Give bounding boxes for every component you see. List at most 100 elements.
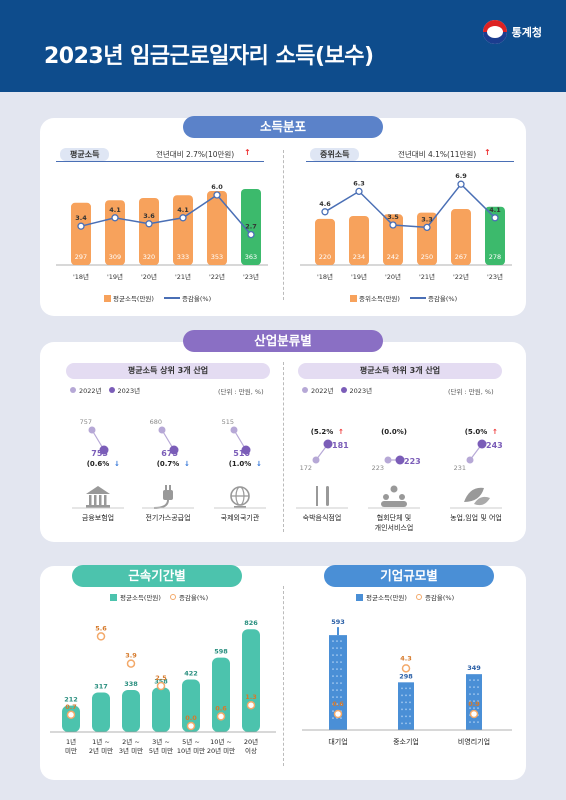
rate-label: (0.0%)	[381, 428, 407, 436]
firm-size-chart: 593 0.6 대기업 298 4.3 중소기업 349 0.9 비영리기업	[302, 618, 512, 746]
rate-label: 4.1	[109, 206, 121, 214]
x-tick-label: 2년 미만	[89, 746, 113, 755]
dot-2022	[384, 456, 392, 464]
x-tick-label: '21년	[419, 272, 435, 281]
value-2023-label: 223	[404, 457, 421, 466]
industry-chart: 757 753 (0.6% ↓ 금융보험업 680 675 (0.7% ↓ 전기가스공급업 515 5…	[72, 418, 503, 532]
median-income-chart: 220 '18년 234 '19년 242 '20년 250 '21년 267 '22년 278 '2…	[300, 172, 512, 281]
bank-icon	[86, 486, 110, 508]
x-tick-label: 5년 ~	[182, 737, 200, 746]
top-legend: 2022년 2023년	[70, 385, 140, 395]
legend-2023: 2023년	[349, 387, 373, 395]
tenure-legend: 평균소득(만원) 증감율(%)	[110, 592, 208, 602]
legend-line-swatch	[163, 297, 180, 299]
building-antenna	[337, 627, 339, 636]
median-header: 중위소득 전년대비 4.1%(11만원) ↑	[306, 148, 514, 162]
dot-2022	[88, 426, 96, 434]
value-2022-label: 223	[372, 464, 384, 472]
value-2022-label: 231	[454, 464, 466, 472]
bar-value-label: 317	[94, 683, 108, 691]
rate-point	[491, 214, 499, 222]
header: 2023년 임금근로일자리 소득(보수) 통계청	[0, 0, 566, 92]
x-tick-label: 3년 ~	[152, 737, 170, 746]
bar-value-label: 234	[353, 253, 365, 261]
org-logo: 통계청	[482, 20, 542, 44]
legend-rate: 증감율(%)	[181, 295, 212, 303]
x-tick-label: 중소기업	[393, 737, 419, 746]
rate-point	[247, 230, 255, 239]
bar-value-label: 278	[489, 253, 501, 261]
dot-2023	[477, 439, 487, 449]
x-tick-label: '18년	[317, 272, 333, 281]
legend-line-swatch	[409, 297, 426, 299]
bar	[92, 692, 110, 732]
legend-ring-swatch	[169, 594, 176, 600]
globe-icon	[230, 486, 250, 508]
mean-up-arrow-icon: ↑	[244, 148, 251, 157]
value-2023-label: 181	[332, 441, 349, 450]
bar	[207, 191, 227, 265]
leaf-icon	[464, 487, 490, 506]
value-2023-label: 243	[486, 441, 503, 450]
rate-point	[179, 214, 187, 222]
legend-2023-dot	[340, 387, 347, 393]
x-tick-label: 20년 미만	[207, 746, 235, 755]
x-tick-label: '22년	[453, 272, 469, 281]
mean-header: 평균소득 전년대비 2.7%(10만원) ↑	[56, 148, 264, 162]
bar	[182, 679, 200, 732]
bar-value-label: 422	[184, 669, 198, 677]
bar	[71, 202, 91, 265]
bar-value-label: 297	[75, 253, 87, 261]
rate-label: (5.2%	[311, 428, 334, 436]
industry-label: 개인서비스업	[375, 523, 414, 532]
bar	[451, 209, 471, 265]
industry-section-title: 산업분류별	[183, 330, 383, 352]
rate-label: 3.9	[125, 652, 137, 660]
rate-label: 2.5	[155, 674, 167, 682]
rate-point	[213, 191, 221, 199]
rate-label: 2.7	[245, 223, 257, 231]
bar	[349, 215, 369, 265]
bar	[173, 195, 193, 265]
bar-value-label: 333	[177, 253, 189, 261]
x-tick-label: '23년	[487, 272, 503, 281]
rate-label: 5.6	[95, 624, 107, 632]
median-change: 전년대비 4.1%(11만원)	[398, 150, 477, 159]
rate-label: (0.6%	[87, 460, 110, 468]
bar	[417, 212, 437, 265]
value-2022-label: 515	[222, 418, 234, 426]
x-tick-label: 2년 ~	[122, 737, 140, 746]
bar	[241, 188, 261, 265]
mean-income-chart: 297 '18년 309 '19년 320 '20년 333 '21년 353 '22년 363 '2…	[56, 183, 268, 281]
rate-label: 3.5	[387, 213, 399, 221]
bar	[315, 218, 335, 265]
bar-value-label: 353	[211, 253, 223, 261]
legend-2023: 2023년	[117, 387, 141, 395]
rate-label: 0.0	[185, 714, 197, 722]
rate-point	[457, 180, 465, 188]
value-2023-label: 510	[233, 449, 250, 458]
rate-label: 3.6	[143, 212, 155, 220]
industry-label: 숙박음식점업	[303, 513, 342, 522]
bar-value-label: 338	[124, 680, 138, 688]
legend-2022: 2022년	[79, 387, 102, 395]
bottom-industry-title: 평균소득 하위 3개 산업	[298, 363, 502, 379]
bottom-unit: (단위 : 만원, %)	[448, 388, 494, 396]
size-legend: 평균소득(만원) 증감율(%)	[356, 592, 454, 602]
legend-ring-swatch	[415, 594, 422, 600]
rate-point	[126, 659, 136, 668]
mean-label: 평균소득	[60, 148, 110, 161]
mean-change: 전년대비 2.7%(10만원)	[156, 150, 235, 159]
value-2023-label: 753	[91, 449, 108, 458]
dot-2023	[169, 445, 179, 455]
rate-line	[324, 183, 496, 229]
bar-value-label: 220	[319, 253, 331, 261]
rate-label: 4.6	[319, 200, 331, 208]
dot-2023	[99, 445, 109, 455]
value-2022-label: 757	[80, 418, 92, 426]
bar	[122, 689, 140, 732]
legend-2023-dot	[108, 387, 115, 393]
rate-point	[111, 214, 119, 222]
bar-value-label: 212	[64, 696, 78, 704]
